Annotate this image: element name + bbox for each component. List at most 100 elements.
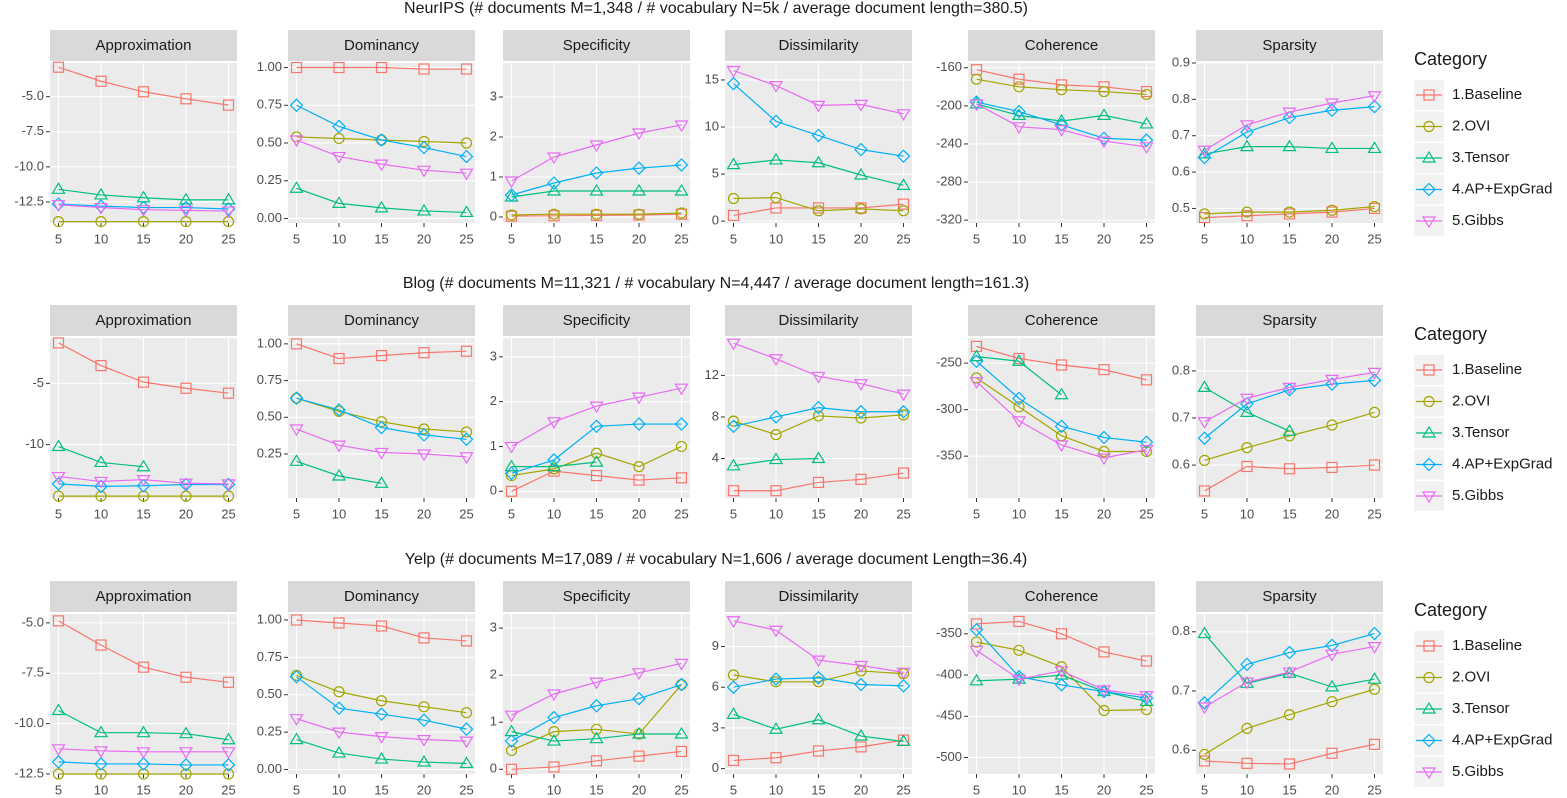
series-line — [1204, 146, 1375, 155]
point — [180, 93, 192, 105]
point — [289, 732, 304, 745]
point — [459, 736, 474, 749]
point — [1097, 131, 1111, 146]
series-line — [733, 713, 904, 743]
series-line — [511, 470, 682, 492]
series-line — [976, 381, 1147, 459]
point — [853, 167, 869, 180]
point — [589, 419, 604, 434]
point — [51, 477, 66, 491]
point — [418, 701, 430, 713]
series-line — [511, 445, 682, 477]
point — [633, 474, 645, 486]
y-tick-label: 0 — [490, 208, 497, 223]
point — [1326, 696, 1338, 708]
point — [590, 469, 603, 482]
point — [417, 713, 431, 728]
series-line — [296, 718, 467, 742]
point — [1096, 453, 1112, 466]
point — [1423, 395, 1435, 408]
series-line — [1204, 206, 1375, 215]
series-line — [976, 649, 1147, 697]
series-line — [296, 397, 467, 440]
point — [505, 763, 518, 775]
point — [1013, 352, 1025, 365]
series-line — [733, 342, 904, 395]
point — [289, 391, 304, 406]
point — [504, 459, 519, 472]
point — [768, 80, 784, 93]
point — [504, 466, 519, 481]
x-tick-label: 15 — [1054, 506, 1068, 521]
point — [896, 679, 911, 693]
x-tick-label: 25 — [1367, 782, 1381, 797]
point — [631, 183, 647, 196]
point — [417, 428, 431, 442]
x-tick-label: 15 — [589, 782, 603, 797]
point — [289, 424, 304, 437]
point — [811, 371, 826, 384]
point — [505, 485, 518, 497]
x-tick-label: 5 — [973, 231, 980, 246]
point — [178, 478, 194, 491]
series-line — [976, 103, 1147, 125]
y-tick-label: 0.7 — [1172, 409, 1190, 424]
point — [1368, 459, 1381, 471]
point — [178, 747, 194, 759]
point — [374, 476, 389, 488]
point — [289, 98, 304, 113]
point — [1283, 206, 1296, 218]
point — [1423, 364, 1435, 376]
x-tick-label: 10 — [94, 782, 108, 797]
point — [1197, 145, 1212, 158]
series-line — [296, 104, 467, 158]
row-title: NeurIPS (# documents M=1,348 / # vocabul… — [404, 0, 1028, 17]
series-line — [733, 414, 904, 436]
point — [726, 458, 741, 471]
point — [1198, 208, 1211, 220]
x-tick-label: 25 — [896, 506, 910, 521]
x-tick-label: 10 — [1240, 231, 1254, 246]
y-tick-label: 1.00 — [257, 611, 282, 626]
panel-title: Coherence — [1025, 588, 1098, 605]
point — [727, 192, 740, 205]
point — [505, 744, 518, 757]
y-tick-label: -450 — [936, 708, 962, 723]
x-tick-label: 25 — [459, 506, 473, 521]
y-tick-label: 0.6 — [1172, 164, 1190, 179]
point — [1239, 393, 1255, 406]
point — [675, 440, 688, 453]
panel-title: Approximation — [96, 588, 192, 605]
point — [633, 461, 645, 473]
x-tick-label: 20 — [1325, 782, 1339, 797]
point — [374, 200, 389, 213]
point — [1098, 364, 1110, 376]
y-tick-label: 0.50 — [257, 134, 282, 149]
point — [1423, 89, 1435, 101]
panel-title: Specificity — [563, 312, 631, 329]
point — [811, 155, 826, 168]
panel-title: Specificity — [563, 588, 631, 605]
series-line — [1204, 371, 1375, 423]
series-line — [511, 190, 682, 198]
point — [375, 620, 388, 632]
point — [1011, 354, 1027, 366]
point — [1139, 445, 1154, 457]
legend-label: 3.Tensor — [1452, 149, 1510, 166]
point — [855, 412, 867, 424]
point — [1054, 118, 1069, 132]
point — [1367, 626, 1382, 641]
y-tick-label: -350 — [936, 448, 962, 463]
x-tick-label: 25 — [896, 782, 910, 797]
point — [1326, 204, 1338, 216]
point — [459, 205, 474, 218]
point — [459, 432, 474, 447]
point — [289, 135, 304, 148]
point — [418, 347, 430, 359]
legend-label: 1.Baseline — [1452, 637, 1522, 654]
y-tick-label: 1 — [490, 438, 497, 453]
point — [726, 76, 741, 91]
point — [52, 61, 65, 73]
point — [812, 205, 825, 217]
x-tick-label: 25 — [674, 231, 688, 246]
